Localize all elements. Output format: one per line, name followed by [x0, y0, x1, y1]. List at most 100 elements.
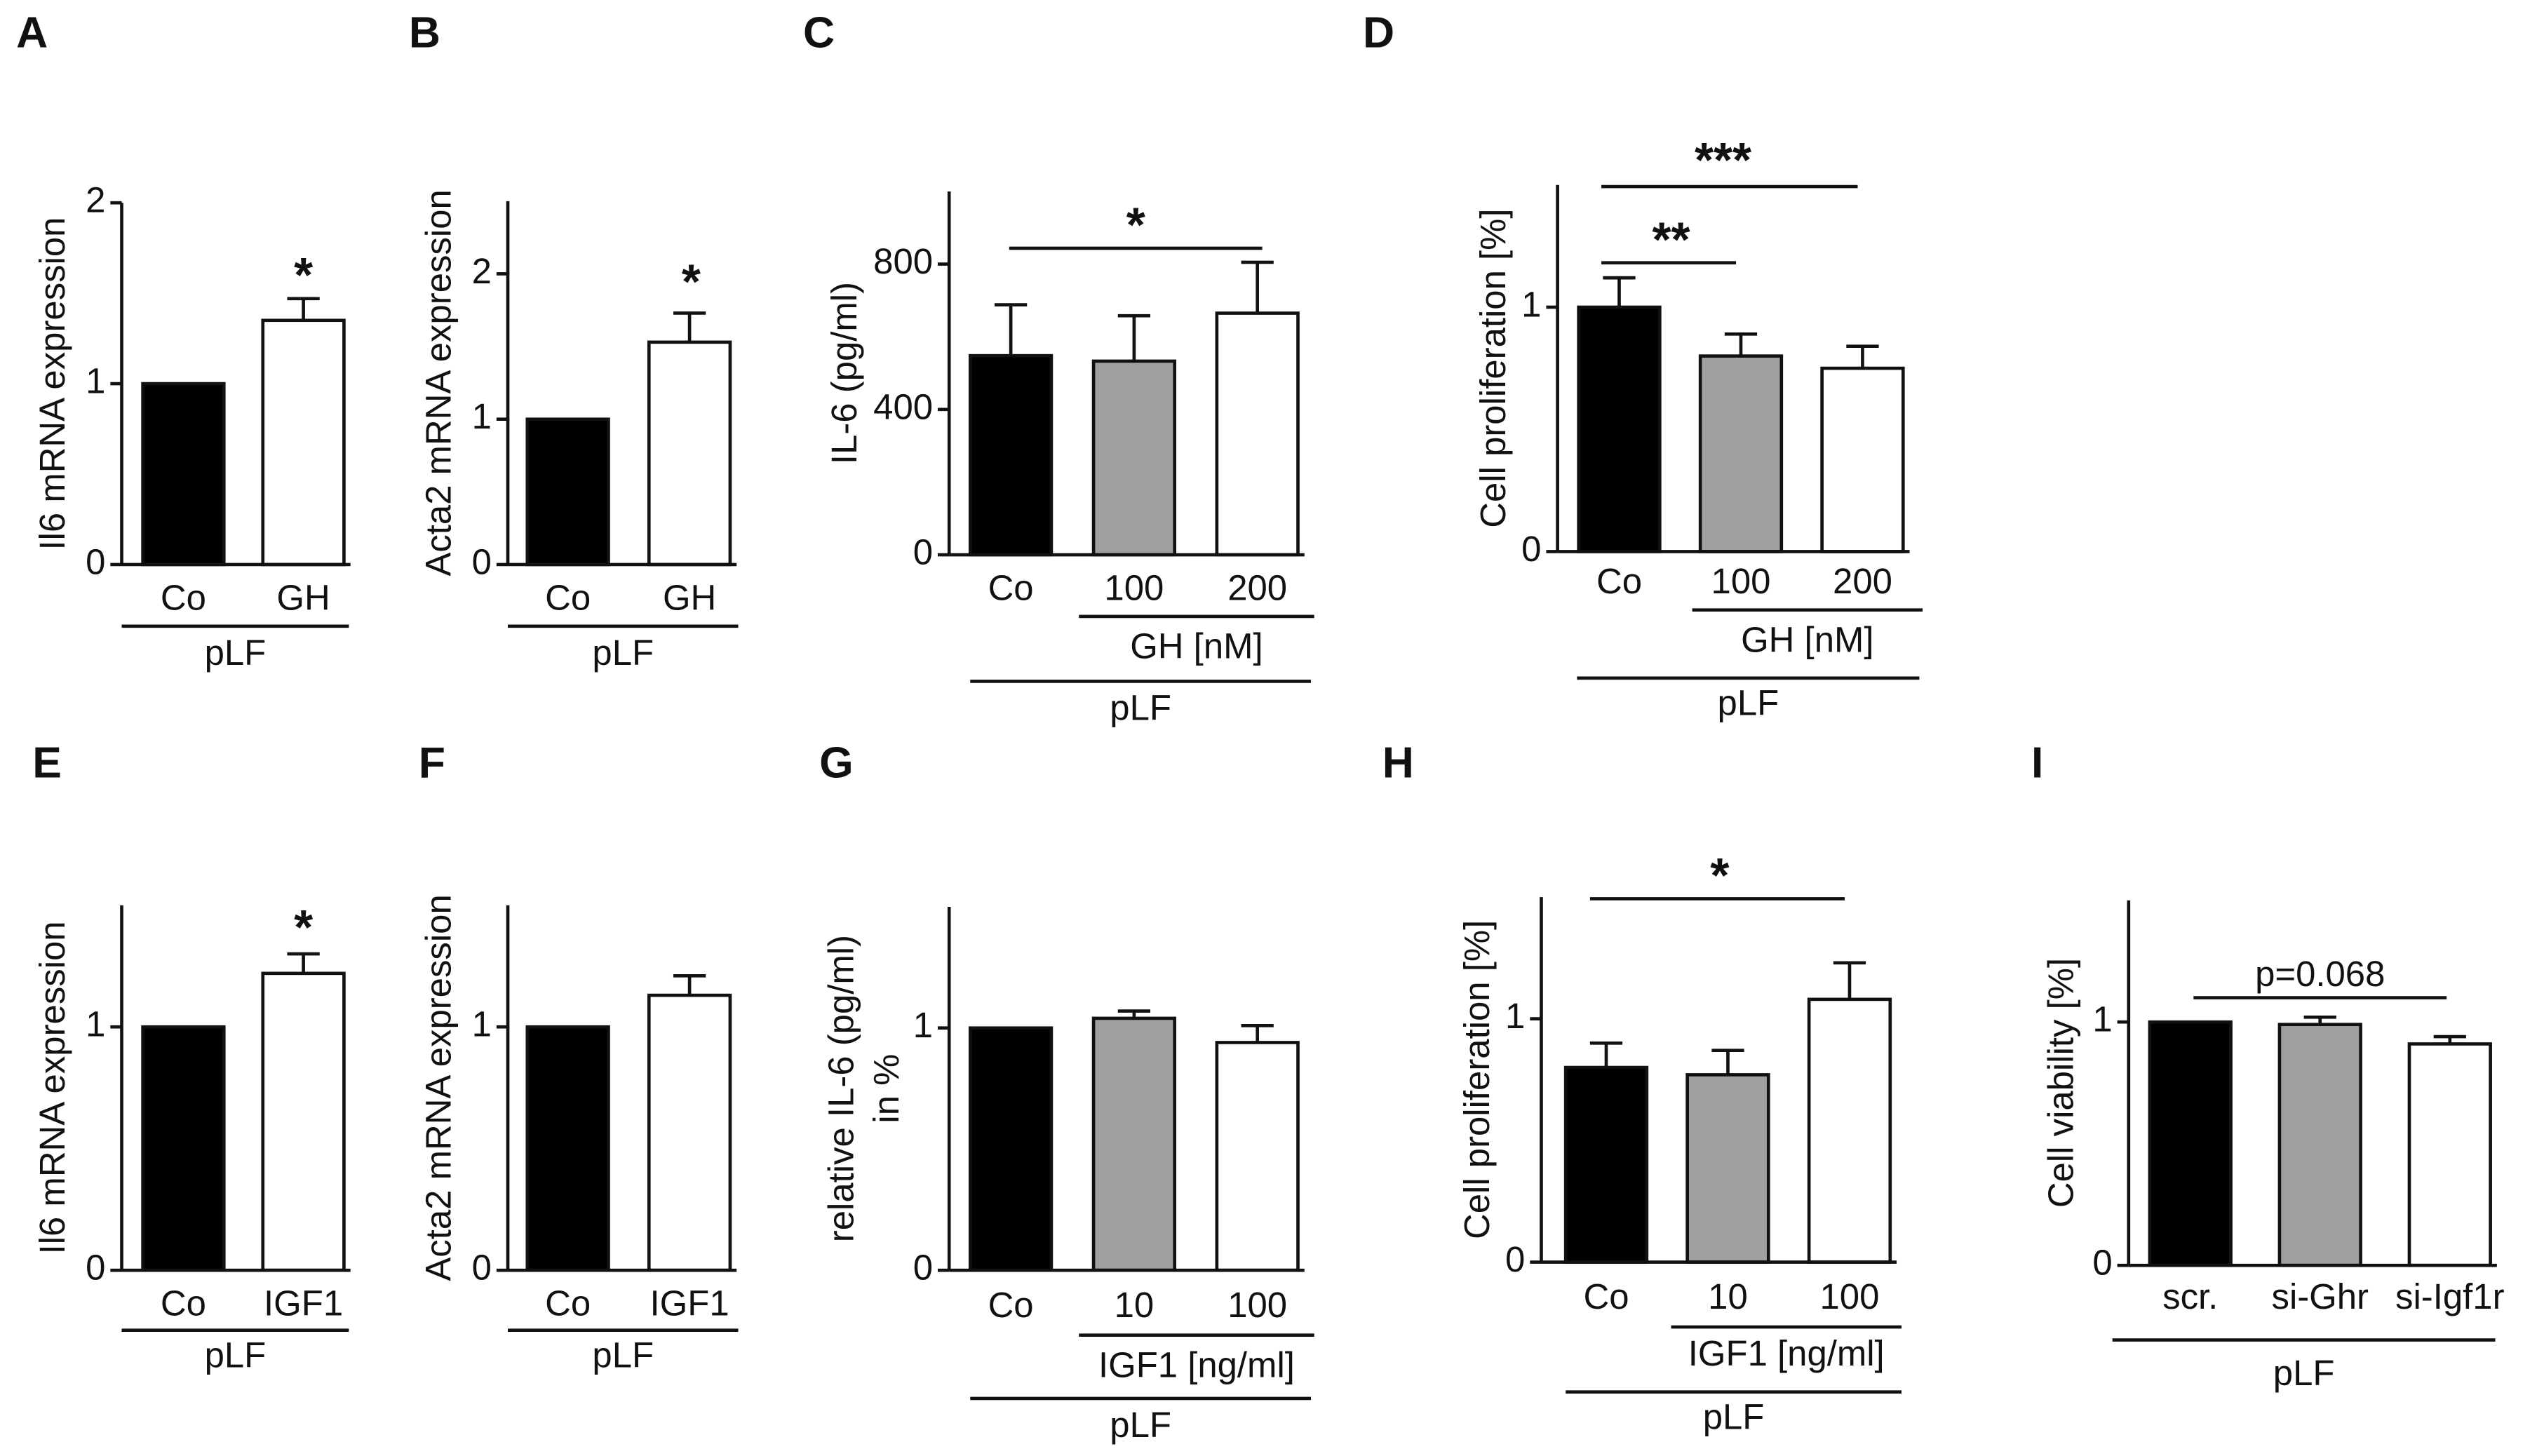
bar [261, 971, 346, 1272]
y-tick-label: 1 [913, 1005, 933, 1045]
bar [141, 382, 226, 567]
y-tick-label: 0 [86, 1248, 105, 1288]
bar [141, 1025, 226, 1272]
error-bar [673, 974, 706, 996]
bar [2277, 1023, 2362, 1267]
y-tick-label: 0 [1505, 1239, 1525, 1279]
x-tick-label: si-Ghr [2272, 1276, 2369, 1316]
bar [647, 993, 732, 1272]
bar [968, 1026, 1054, 1272]
x-tick-label: Co [1596, 561, 1642, 601]
panel-letter: A [16, 8, 48, 57]
panel-letter: G [819, 738, 854, 787]
y-tick-label: 800 [873, 241, 933, 281]
y-tick-label: 1 [86, 1004, 105, 1044]
y-axis-label: relative IL-6 (pg/ml) [821, 935, 861, 1242]
x-tick-label: 200 [1833, 561, 1892, 601]
bar [647, 340, 732, 567]
panel-letter: E [32, 738, 62, 787]
x-tick-label: 100 [1820, 1276, 1880, 1316]
y-axis-label: Acta2 mRNA expression [419, 189, 459, 576]
bar [968, 353, 1054, 557]
error-bar [1724, 332, 1758, 356]
x-tick-label: 200 [1227, 567, 1287, 607]
error-bar [994, 303, 1028, 356]
y-tick-label: 1 [1505, 996, 1525, 1036]
x-tick-label: Co [545, 577, 591, 617]
panel-letter: F [419, 738, 445, 787]
error-bar [1603, 276, 1636, 307]
panel-letter: B [409, 8, 440, 57]
x-tick-label: Co [988, 1285, 1034, 1325]
bar [2148, 1020, 2233, 1267]
x-tick-label: Co [1583, 1276, 1629, 1316]
y-axis-label: in % [866, 1054, 906, 1124]
panel-letter: D [1363, 8, 1394, 57]
group-label: pLF [2273, 1353, 2335, 1393]
y-tick-label: 0 [86, 541, 105, 581]
x-tick-label: 100 [1104, 567, 1164, 607]
x-tick-label: Co [988, 567, 1034, 607]
y-axis-label: Cell proliferation [%] [1457, 920, 1497, 1239]
y-tick-label: 2 [86, 180, 105, 220]
bar [2407, 1042, 2492, 1267]
y-tick-label: 1 [472, 396, 492, 436]
y-axis-label: Il6 mRNA expression [32, 217, 72, 551]
bar [525, 1025, 610, 1272]
y-axis-label: Cell proliferation [%] [1473, 208, 1513, 527]
y-axis-label: IL-6 (pg/ml) [824, 282, 864, 464]
x-tick-label: Co [161, 1283, 206, 1323]
bar [1807, 997, 1892, 1264]
x-tick-label: IGF1 [650, 1283, 729, 1323]
x-tick-label: 100 [1227, 1285, 1287, 1325]
y-axis-label: Cell viability [%] [2041, 958, 2081, 1208]
significance: * [682, 254, 701, 309]
bar [1698, 354, 1784, 553]
bar [1091, 1016, 1177, 1272]
y-tick-label: 2 [472, 251, 492, 291]
group-label: pLF [205, 1335, 267, 1375]
y-tick-label: 0 [472, 541, 492, 581]
y-tick-label: 0 [913, 1248, 933, 1288]
error-bar [1589, 1042, 1623, 1068]
bar [525, 417, 610, 567]
error-bar [287, 297, 320, 321]
error-bar [1833, 961, 1866, 999]
group-label: pLF [1110, 688, 1171, 728]
bar [1577, 305, 1662, 553]
x-tick-label: 10 [1708, 1276, 1748, 1316]
x-tick-label: si-Igf1r [2395, 1276, 2505, 1316]
x-tick-label: GH [276, 577, 330, 617]
y-tick-label: 0 [1521, 529, 1541, 569]
bar [1685, 1073, 1770, 1264]
bar [1820, 366, 1905, 553]
error-bar [673, 311, 706, 342]
error-bar [1241, 260, 1274, 314]
y-tick-label: 0 [472, 1248, 492, 1288]
x-tick-label: GH [663, 577, 716, 617]
group-label: GH [nM] [1130, 626, 1263, 666]
error-bar [1711, 1049, 1744, 1075]
error-bar [1241, 1023, 1274, 1043]
error-bar [1117, 314, 1151, 361]
group-label: GH [nM] [1741, 619, 1873, 659]
error-bar [287, 952, 320, 973]
y-tick-label: 0 [2092, 1243, 2112, 1283]
group-label: IGF1 [ng/ml] [1098, 1344, 1295, 1384]
significance: ** [1653, 212, 1690, 267]
error-bar [1846, 344, 1879, 369]
x-tick-label: 10 [1115, 1285, 1155, 1325]
significance: *** [1695, 133, 1751, 187]
x-tick-label: 100 [1711, 561, 1771, 601]
group-label: pLF [205, 633, 267, 673]
bar [1563, 1065, 1649, 1264]
x-tick-label: IGF1 [264, 1283, 343, 1323]
panel-letter: I [2031, 738, 2043, 787]
y-axis-label: Acta2 mRNA expression [419, 894, 459, 1281]
significance: * [1710, 848, 1729, 903]
bar [261, 318, 346, 567]
significance: * [294, 248, 313, 302]
x-tick-label: Co [545, 1283, 591, 1323]
